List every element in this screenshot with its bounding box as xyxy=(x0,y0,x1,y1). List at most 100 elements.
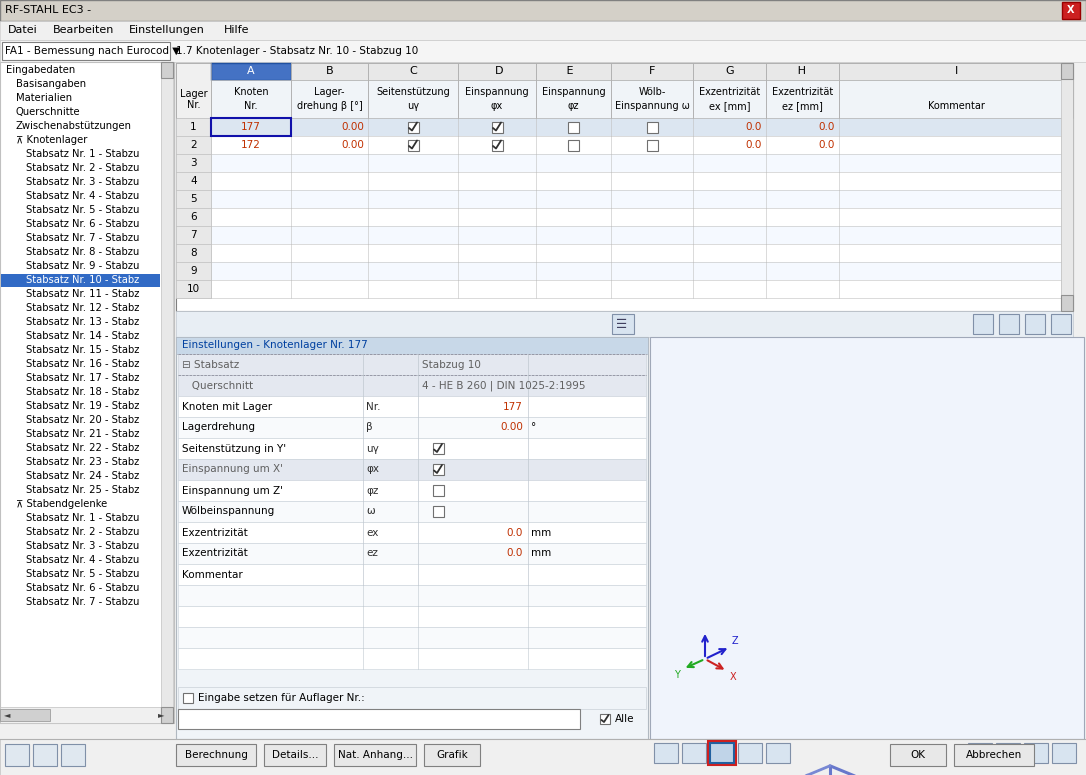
Text: Nr.: Nr. xyxy=(366,401,380,412)
Bar xyxy=(61,744,85,766)
Text: Exzentrizität: Exzentrizität xyxy=(699,87,760,97)
Text: ◄: ◄ xyxy=(4,711,11,719)
Bar xyxy=(264,744,326,766)
Bar xyxy=(368,80,458,118)
Bar xyxy=(178,543,646,564)
Bar xyxy=(178,438,646,459)
Bar xyxy=(178,627,646,648)
Text: OK: OK xyxy=(910,750,925,760)
Bar xyxy=(178,459,646,480)
Bar xyxy=(176,226,1061,244)
Bar xyxy=(568,140,579,150)
Text: uγ: uγ xyxy=(366,443,379,453)
Text: Einstellungen - Knotenlager Nr. 177: Einstellungen - Knotenlager Nr. 177 xyxy=(182,340,368,350)
Bar xyxy=(291,80,368,118)
Text: F: F xyxy=(648,67,655,77)
Bar xyxy=(839,63,1073,80)
Text: β: β xyxy=(366,422,372,432)
Bar xyxy=(999,314,1019,334)
Bar xyxy=(611,80,693,118)
Bar xyxy=(161,707,173,723)
Bar xyxy=(693,80,766,118)
Text: Stabsatz Nr. 13 - Stabz: Stabsatz Nr. 13 - Stabz xyxy=(26,317,139,327)
Text: Knoten mit Lager: Knoten mit Lager xyxy=(182,401,273,412)
Bar xyxy=(33,744,56,766)
Text: Nr.: Nr. xyxy=(187,100,200,110)
Text: Stabsatz Nr. 24 - Stabz: Stabsatz Nr. 24 - Stabz xyxy=(26,471,139,481)
Text: 1.7 Knotenlager - Stabsatz Nr. 10 - Stabzug 10: 1.7 Knotenlager - Stabsatz Nr. 10 - Stab… xyxy=(176,46,418,56)
Text: Lagerdrehung: Lagerdrehung xyxy=(182,422,255,432)
Bar xyxy=(176,136,1061,154)
Text: 4: 4 xyxy=(190,176,197,186)
Bar xyxy=(432,485,443,496)
Text: 5: 5 xyxy=(190,194,197,204)
Text: Stabsatz Nr. 25 - Stabz: Stabsatz Nr. 25 - Stabz xyxy=(26,485,139,495)
Text: Stabsatz Nr. 1 - Stabzu: Stabsatz Nr. 1 - Stabzu xyxy=(26,149,139,159)
Text: Stabsatz Nr. 5 - Stabzu: Stabsatz Nr. 5 - Stabzu xyxy=(26,569,139,579)
Bar xyxy=(0,62,174,723)
Text: Stabsatz Nr. 4 - Stabzu: Stabsatz Nr. 4 - Stabzu xyxy=(26,555,139,565)
Text: Wölbeinspannung: Wölbeinspannung xyxy=(182,507,275,516)
Bar xyxy=(1061,63,1073,311)
Bar xyxy=(176,118,211,136)
Text: 1: 1 xyxy=(190,122,197,132)
Bar xyxy=(492,122,503,133)
Bar xyxy=(458,63,536,80)
Text: Bearbeiten: Bearbeiten xyxy=(53,25,114,35)
Bar xyxy=(1052,743,1076,763)
Text: Nr.: Nr. xyxy=(244,101,257,111)
Text: Exzentrizität: Exzentrizität xyxy=(182,528,248,538)
Text: Kommentar: Kommentar xyxy=(182,570,243,580)
Text: Alle: Alle xyxy=(615,714,634,724)
Bar xyxy=(178,396,646,417)
Bar xyxy=(178,606,646,627)
Text: ez: ez xyxy=(366,549,378,559)
Text: ►: ► xyxy=(157,711,164,719)
Text: 0.0: 0.0 xyxy=(746,122,762,132)
Bar xyxy=(710,743,734,763)
Bar xyxy=(0,21,1086,40)
Text: Stabsatz Nr. 1 - Stabzu: Stabsatz Nr. 1 - Stabzu xyxy=(26,513,139,523)
Bar xyxy=(0,0,1086,21)
Bar xyxy=(599,714,610,724)
Bar xyxy=(996,743,1020,763)
Text: 9: 9 xyxy=(190,266,197,276)
Text: °: ° xyxy=(531,422,536,432)
Text: Querschnitt: Querschnitt xyxy=(182,381,253,391)
Text: φx: φx xyxy=(491,101,503,111)
Bar xyxy=(176,262,1061,280)
Bar xyxy=(738,743,762,763)
Text: FA1 - Bemessung nach Eurocod ▼: FA1 - Bemessung nach Eurocod ▼ xyxy=(5,46,180,56)
Text: Stabsatz Nr. 2 - Stabzu: Stabsatz Nr. 2 - Stabzu xyxy=(26,527,139,537)
Text: Stabsatz Nr. 9 - Stabzu: Stabsatz Nr. 9 - Stabzu xyxy=(26,261,139,271)
Text: Stabsatz Nr. 6 - Stabzu: Stabsatz Nr. 6 - Stabzu xyxy=(26,219,139,229)
Bar xyxy=(178,354,646,375)
Text: φz: φz xyxy=(366,485,378,495)
Bar xyxy=(458,80,536,118)
Bar xyxy=(178,564,646,585)
Text: 0.0: 0.0 xyxy=(507,528,523,538)
Bar xyxy=(1062,2,1079,19)
Text: Seitenstützung: Seitenstützung xyxy=(376,87,450,97)
Bar xyxy=(432,506,443,517)
Bar xyxy=(432,464,443,475)
Text: Stabsatz Nr. 11 - Stabz: Stabsatz Nr. 11 - Stabz xyxy=(26,289,139,299)
Bar xyxy=(334,744,416,766)
Text: Exzentrizität: Exzentrizität xyxy=(772,87,833,97)
Text: 2: 2 xyxy=(190,140,197,150)
Bar xyxy=(693,63,766,80)
Text: 3: 3 xyxy=(190,158,197,168)
Bar xyxy=(973,314,993,334)
Bar xyxy=(176,63,1073,311)
Text: Lager: Lager xyxy=(179,89,207,99)
Text: uγ: uγ xyxy=(407,101,419,111)
Text: Hilfe: Hilfe xyxy=(224,25,249,35)
Bar xyxy=(178,501,646,522)
Text: Stabsatz Nr. 6 - Stabzu: Stabsatz Nr. 6 - Stabzu xyxy=(26,583,139,593)
Bar xyxy=(5,744,29,766)
Text: Stabsatz Nr. 7 - Stabzu: Stabsatz Nr. 7 - Stabzu xyxy=(26,233,139,243)
Bar xyxy=(891,744,946,766)
Text: mm: mm xyxy=(531,528,552,538)
Bar xyxy=(176,172,211,190)
Text: mm: mm xyxy=(531,549,552,559)
